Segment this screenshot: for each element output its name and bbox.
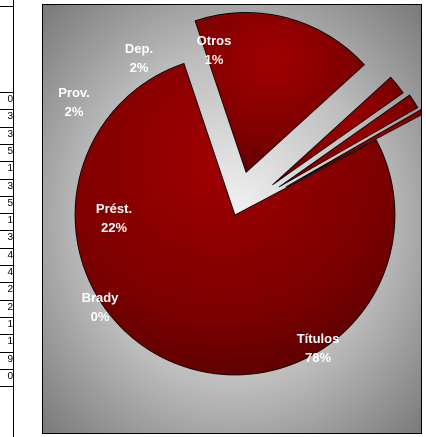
cell-digit: 1: [7, 215, 13, 227]
cell-gridline: [0, 247, 14, 249]
cell-digit: 9: [7, 353, 13, 365]
cell-digit: 1: [7, 318, 13, 330]
cell-digit: 3: [7, 111, 13, 123]
slice-percent-prov: 2%: [65, 104, 84, 119]
slice-label-prov: Prov.: [58, 85, 90, 100]
cell-gridline: [0, 265, 14, 266]
slice-percent-otros: 1%: [205, 52, 224, 67]
cell-digit: 0: [7, 94, 13, 105]
cell-gridline: [0, 109, 14, 111]
cell-digit: 0: [7, 370, 13, 382]
spreadsheet-column-strip: 0 3 3 5 1 3 5 1 3 4 4 2 2 1 1 9 0: [0, 0, 14, 437]
slice-percent-dep: 2%: [130, 60, 149, 75]
cell-gridline: [0, 334, 14, 336]
slice-label-titulos: Títulos: [297, 331, 340, 346]
cell-gridline: [0, 6, 14, 7]
cell-digit: 3: [7, 180, 13, 192]
cell-gridline: [0, 213, 14, 215]
cell-digit: 3: [7, 232, 13, 244]
cell-digit: 4: [7, 249, 13, 261]
cell-gridline: [0, 282, 14, 284]
cell-gridline: [0, 386, 14, 388]
cell-gridline: [0, 126, 14, 128]
cell-gridline: [0, 230, 14, 232]
slice-label-prest: Prést.: [96, 201, 132, 216]
column-divider: [13, 0, 14, 437]
cell-digit: 1: [7, 336, 13, 348]
chart-area[interactable]: Títulos 78% Brady 0% Prést. 22% Prov. 2% Dep. 2% O…: [42, 4, 422, 434]
cell-gridline: [0, 195, 14, 197]
slice-label-otros: Otros: [197, 33, 232, 48]
cell-digit: 5: [7, 145, 13, 157]
cell-gridline: [0, 299, 14, 301]
cell-digit: 3: [7, 128, 13, 140]
slice-label-dep: Dep.: [125, 41, 153, 56]
cell-digit: 5: [7, 197, 13, 209]
cell-digit: 4: [7, 267, 13, 278]
cell-gridline: [0, 351, 14, 353]
pie-slice-prest: [194, 12, 365, 174]
cell-gridline: [0, 178, 14, 180]
pie-chart: Títulos 78% Brady 0% Prést. 22% Prov. 2% Dep. 2% O…: [43, 5, 421, 433]
cell-digit: 2: [7, 284, 13, 296]
pie-slice-dep: [278, 94, 419, 188]
slice-percent-brady: 0%: [91, 309, 110, 324]
cell-gridline: [0, 143, 14, 145]
cell-digit: 1: [7, 163, 13, 175]
pie-slice-prov: [272, 76, 404, 186]
cell-gridline: [0, 316, 14, 318]
pie-slice-otros: [285, 109, 421, 188]
pie-slice-titulos: [74, 62, 396, 376]
cell-gridline: [0, 368, 14, 370]
slice-label-brady: Brady: [82, 290, 120, 305]
cell-gridline: [0, 92, 14, 93]
cell-digit: 2: [7, 301, 13, 313]
cell-gridline: [0, 161, 14, 163]
slice-percent-prest: 22%: [101, 220, 127, 235]
slice-percent-titulos: 78%: [305, 350, 331, 365]
